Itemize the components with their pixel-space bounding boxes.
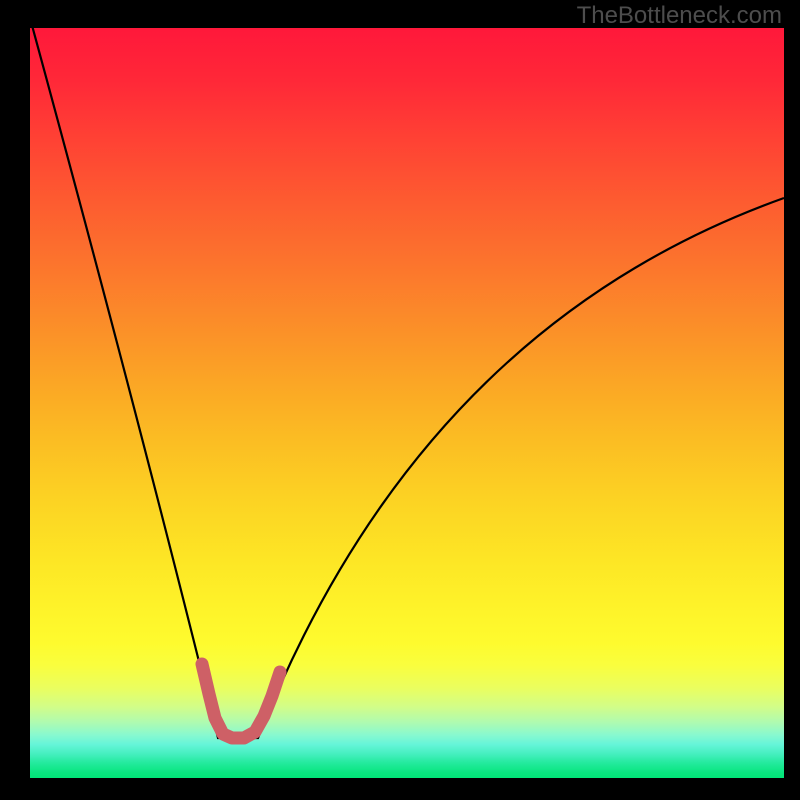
- bottleneck-curve: [30, 28, 784, 738]
- plot-area: [30, 28, 784, 778]
- valley-marker: [202, 664, 280, 738]
- watermark-text: TheBottleneck.com: [577, 2, 782, 30]
- curve-layer: [30, 28, 784, 778]
